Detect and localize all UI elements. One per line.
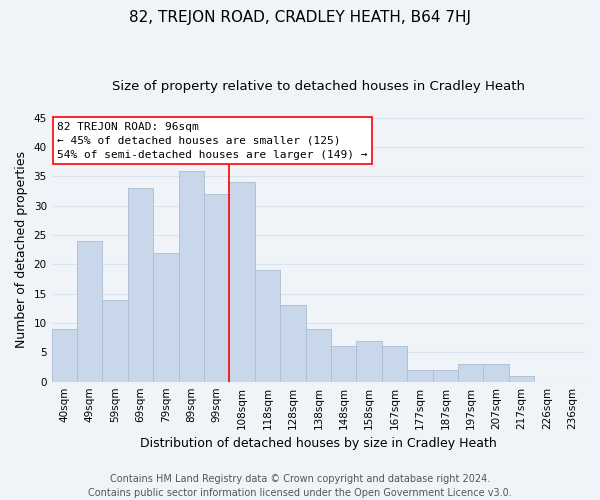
Bar	[509, 376, 534, 382]
Bar	[153, 252, 179, 382]
Bar	[255, 270, 280, 382]
Text: Contains HM Land Registry data © Crown copyright and database right 2024.
Contai: Contains HM Land Registry data © Crown c…	[88, 474, 512, 498]
Title: Size of property relative to detached houses in Cradley Heath: Size of property relative to detached ho…	[112, 80, 525, 93]
Bar	[433, 370, 458, 382]
Bar	[407, 370, 433, 382]
X-axis label: Distribution of detached houses by size in Cradley Heath: Distribution of detached houses by size …	[140, 437, 497, 450]
Bar	[458, 364, 484, 382]
Bar	[103, 300, 128, 382]
Bar	[229, 182, 255, 382]
Bar	[179, 170, 204, 382]
Bar	[52, 329, 77, 382]
Bar	[331, 346, 356, 382]
Bar	[382, 346, 407, 382]
Text: 82, TREJON ROAD, CRADLEY HEATH, B64 7HJ: 82, TREJON ROAD, CRADLEY HEATH, B64 7HJ	[129, 10, 471, 25]
Bar	[484, 364, 509, 382]
Bar	[77, 241, 103, 382]
Text: 82 TREJON ROAD: 96sqm
← 45% of detached houses are smaller (125)
54% of semi-det: 82 TREJON ROAD: 96sqm ← 45% of detached …	[57, 122, 367, 160]
Bar	[204, 194, 229, 382]
Bar	[356, 340, 382, 382]
Y-axis label: Number of detached properties: Number of detached properties	[15, 151, 28, 348]
Bar	[280, 306, 305, 382]
Bar	[305, 329, 331, 382]
Bar	[128, 188, 153, 382]
